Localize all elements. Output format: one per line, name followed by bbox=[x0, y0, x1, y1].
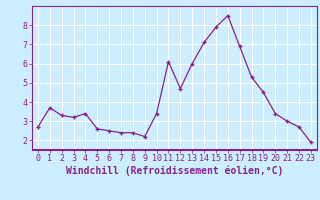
X-axis label: Windchill (Refroidissement éolien,°C): Windchill (Refroidissement éolien,°C) bbox=[66, 166, 283, 176]
